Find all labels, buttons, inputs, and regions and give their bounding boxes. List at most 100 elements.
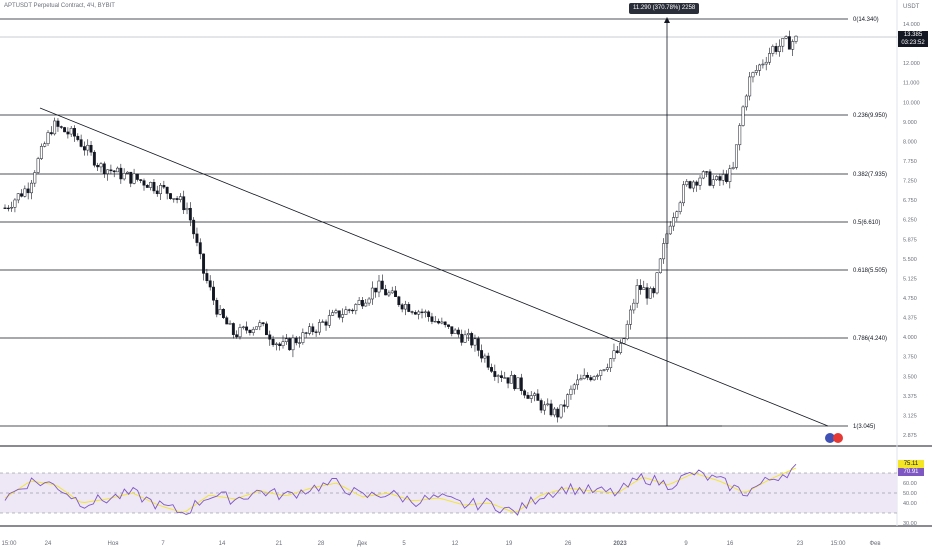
candle-body [274,343,278,346]
candle-body [291,337,295,351]
candle-body [443,321,447,326]
candles [3,30,798,423]
candle-body [122,173,126,180]
candle-body [308,326,311,334]
candle-body [248,329,252,333]
candle-body [771,46,775,54]
time-label: 7 [161,541,165,547]
candle-body [473,338,477,346]
rsi-line [4,463,797,516]
rsi-tick: 50.00 [903,491,917,497]
candle-body [76,135,80,140]
candle-body [341,314,345,318]
candle-body [506,377,510,384]
symbol-header[interactable]: APTUSDT Perpetual Contract, 4Ч, BYBIT [4,3,115,9]
candle-body [513,375,517,390]
candle-body [698,177,702,186]
candle-body [691,181,695,189]
measure-arrow-icon [664,17,670,23]
candle-body [559,404,563,418]
candle-body [188,207,192,221]
candle-body [344,309,348,315]
current-price-badge: 13.385 03:23:52 [898,31,928,47]
trend-line[interactable] [39,107,829,427]
current-price: 13.385 [903,32,923,38]
candle-body [400,304,404,310]
candle-body [725,174,728,182]
candle-body [668,225,672,235]
candle-body [59,126,63,128]
candle-body [231,323,235,335]
price-tick: 5.500 [903,257,917,263]
price-axis: 14.00013.00012.00011.00010.0009.0008.000… [903,22,920,439]
fib-levels[interactable]: 0(14.340) 0.236(9.950) 0.382(7.935) 0.5(6.6… [0,17,897,430]
fib-label-2: 0.382(7.935) [853,172,887,178]
candle-body [470,333,474,346]
candle-body [162,185,166,188]
candle-body [218,308,222,315]
candle-body [490,367,493,372]
candle-body [787,36,791,50]
candle-body [397,296,401,306]
candle-body [228,323,232,325]
candle-body [794,35,798,42]
price-tick: 3.125 [903,413,917,419]
candle-body [192,219,196,235]
candle-body [6,207,10,210]
candle-body [705,171,709,173]
candle-body [175,198,179,200]
candle-body [53,120,57,135]
candle-body [754,70,758,73]
price-tick: 7.750 [903,159,917,165]
candle-body [509,375,513,384]
price-tick: 5.875 [903,237,917,243]
candle-body [701,171,705,179]
candle-body [159,185,163,195]
candle-body [3,207,7,209]
candle-body [609,358,613,369]
rsi-axis: 60.00 50.00 40.00 30.00 [903,481,917,527]
candle-body [612,350,616,359]
candle-body [751,72,755,78]
candle-body [66,131,70,135]
price-tick: 10.000 [903,100,920,106]
candle-body [241,326,245,328]
candle-body [86,144,90,151]
candle-body [791,41,795,50]
candle-body [261,322,265,325]
candle-body [642,287,646,290]
candle-body [466,333,470,336]
candle-body [672,217,675,227]
price-tick: 14.000 [903,22,920,28]
candle-body [92,151,96,166]
candle-body [79,139,83,147]
candle-body [360,300,364,307]
flag-icon[interactable] [825,433,843,443]
price-tick: 6.250 [903,218,917,224]
candle-body [486,355,490,368]
candle-body [139,179,143,181]
candle-body [503,377,507,379]
candle-body [768,53,771,63]
candle-body [258,322,262,328]
candle-body [635,285,639,304]
candle-body [205,273,209,281]
candle-body [619,343,623,353]
candle-body [440,321,444,324]
candle-body [423,311,427,314]
candle-body [380,280,384,290]
countdown: 03:23:52 [901,40,925,46]
candle-body [294,337,298,344]
time-label: 2023 [613,541,627,547]
candle-body [109,169,113,172]
candle-body [13,199,17,208]
price-tick: 3.375 [903,394,917,400]
candle-body [476,338,480,351]
time-label: 16 [727,541,734,547]
candle-body [357,300,361,305]
fib-label-3: 0.5(6.610) [853,220,880,226]
time-label: 15:00 [830,541,846,547]
candle-body [602,369,606,371]
candle-body [82,146,86,151]
